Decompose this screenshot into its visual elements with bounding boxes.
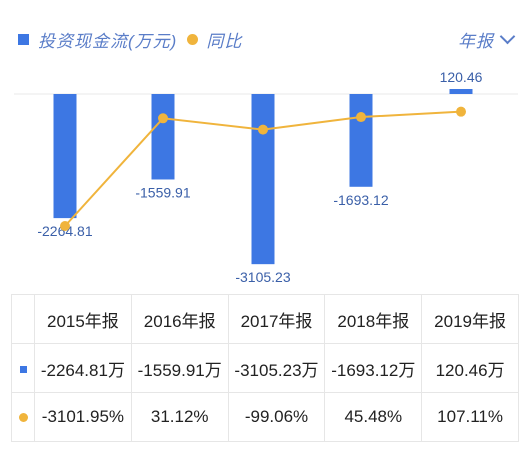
line-series-legend-label: 同比	[206, 31, 243, 51]
table-header-cell: 2017年报	[227, 294, 326, 344]
table-header-cell: 2019年报	[421, 294, 519, 344]
period-selector[interactable]: 年报	[458, 27, 516, 51]
yoy-point-2019年报	[456, 106, 466, 117]
bar-series-legend-label: 投资现金流(万元)	[38, 31, 178, 51]
table-row: -2264.81万 -1559.91万 -3105.23万 -1693.12万 120.…	[11, 343, 519, 393]
line-series-legend-marker	[187, 33, 199, 45]
row-marker-cell	[11, 343, 35, 393]
yoy-point-2016年报	[158, 113, 168, 124]
chart-legend: 投资现金流(万元) 同比	[18, 27, 242, 51]
period-selector-label: 年报	[458, 31, 494, 51]
table-cell: -99.06%	[227, 392, 326, 442]
bar-data-label: -1559.91	[135, 184, 190, 200]
table-header-cell: 2016年报	[130, 294, 229, 344]
yoy-point-2018年报	[356, 112, 366, 123]
table-cell: -1559.91万	[130, 343, 229, 393]
bar-series-marker	[19, 366, 27, 373]
table-cell: 120.46万	[421, 343, 519, 393]
table-cell: -3105.23万	[227, 343, 326, 393]
table-header-row: 2015年报 2016年报 2017年报 2018年报 2019年报	[11, 294, 519, 344]
bar-2017年报	[251, 94, 275, 265]
bar-2019年报	[449, 89, 473, 94]
bar-2015年报	[53, 94, 77, 219]
table-cell: 107.11%	[421, 392, 519, 442]
table-cell: -2264.81万	[34, 343, 132, 393]
bar-data-label: -3105.23	[235, 269, 290, 285]
bar-2018年报	[349, 94, 373, 187]
bar-data-label: -1693.12	[333, 192, 388, 208]
data-table-body: 2015年报 2016年报 2017年报 2018年报 2019年报 -2264.81万 -…	[11, 294, 519, 442]
cashflow-chart: -2264.81 -1559.91 -3105.23 -1693.12 120.46	[14, 69, 518, 285]
table-cell: -1693.12万	[324, 343, 423, 393]
row-marker-cell	[11, 392, 35, 442]
bar-2016年报	[151, 94, 175, 180]
table-row: -3101.95% 31.12% -99.06% 45.48% 107.11%	[11, 392, 519, 442]
line-series-marker	[18, 413, 28, 422]
bar-series-legend-marker	[18, 33, 29, 45]
table-corner-cell	[11, 294, 35, 344]
data-table: 2015年报 2016年报 2017年报 2018年报 2019年报 -2264.81万 -…	[11, 294, 519, 442]
table-cell: -3101.95%	[34, 392, 132, 442]
table-header-cell: 2018年报	[324, 294, 423, 344]
table-cell: 31.12%	[130, 392, 229, 442]
table-cell: 45.48%	[324, 392, 423, 442]
yoy-point-2015年报	[60, 221, 70, 231]
table-header-cell: 2015年报	[34, 294, 132, 344]
bar-data-label: -2264.81	[37, 223, 92, 239]
bar-data-label: 120.46	[440, 69, 483, 85]
yoy-point-2017年报	[258, 124, 268, 135]
